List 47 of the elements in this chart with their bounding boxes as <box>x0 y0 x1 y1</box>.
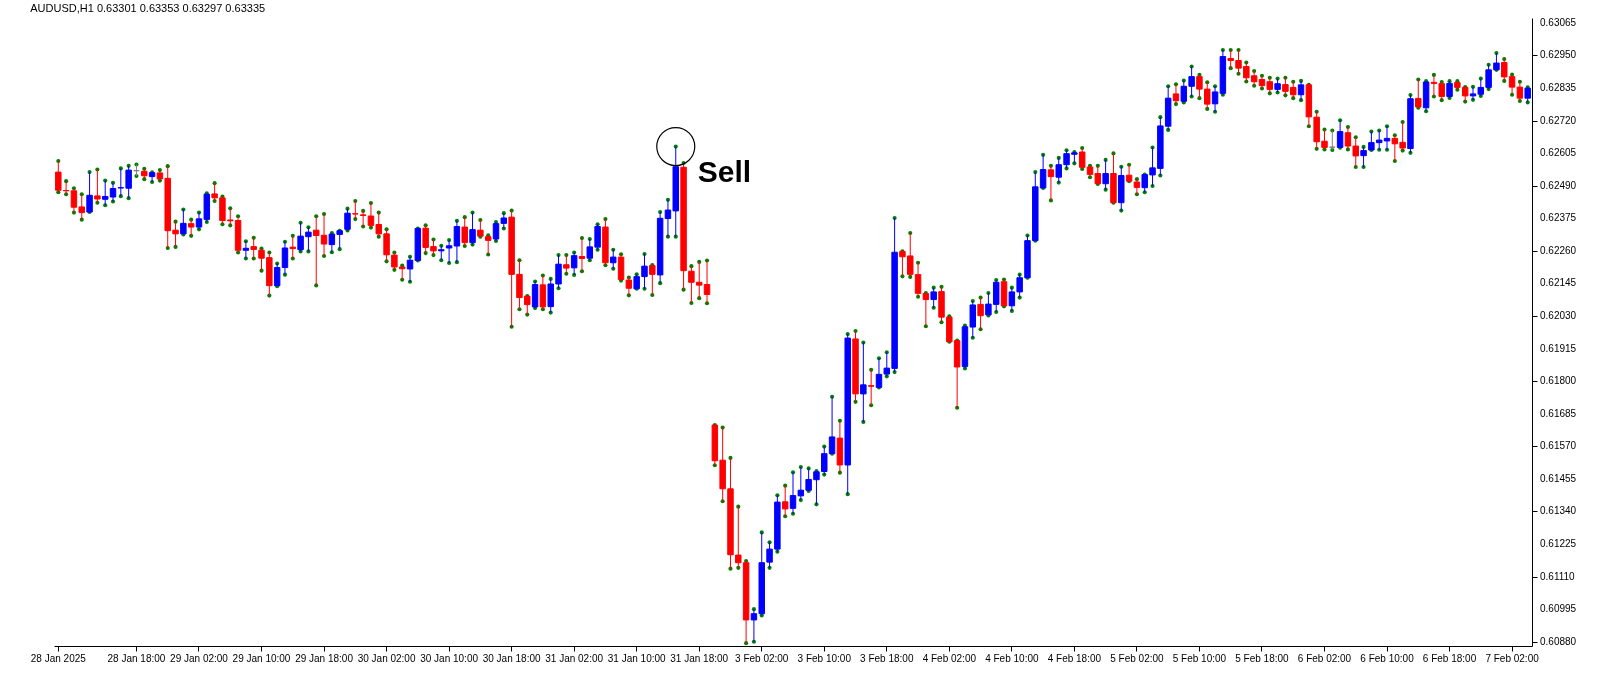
x-tick-label: 29 Jan 10:00 <box>232 652 291 664</box>
y-tick-label: 0.61340 <box>1540 505 1577 517</box>
y-tick-label: 0.60995 <box>1540 603 1577 615</box>
x-tick-label: 3 Feb 18:00 <box>860 652 914 664</box>
x-tick-label: 30 Jan 02:00 <box>357 652 416 664</box>
y-tick-label: 0.60880 <box>1540 635 1577 647</box>
x-tick-label: 4 Feb 02:00 <box>922 652 977 664</box>
y-tick-label: 0.62720 <box>1540 114 1577 126</box>
y-tick-label: 0.63065 <box>1540 16 1577 28</box>
x-tick-label: 29 Jan 02:00 <box>170 652 229 664</box>
x-tick-label: 6 Feb 10:00 <box>1360 652 1415 664</box>
y-tick-label: 0.61685 <box>1540 407 1577 419</box>
y-tick-label: 0.62950 <box>1540 49 1577 61</box>
y-tick-label: 0.62030 <box>1540 310 1577 321</box>
y-tick-label: 0.62375 <box>1540 212 1577 224</box>
x-tick-label: 31 Jan 10:00 <box>607 652 667 664</box>
x-tick-label: 3 Feb 10:00 <box>797 652 852 664</box>
x-tick-label: 28 Jan 18:00 <box>107 652 166 664</box>
x-tick-label: 7 Feb 02:00 <box>1485 652 1540 664</box>
y-tick-label: 0.61225 <box>1540 538 1577 550</box>
x-tick-label: 6 Feb 18:00 <box>1422 652 1477 664</box>
y-tick-label: 0.62260 <box>1540 244 1577 256</box>
x-tick-label: 30 Jan 18:00 <box>482 652 541 664</box>
y-tick-label: 0.61110 <box>1540 570 1576 582</box>
x-tick-label: 4 Feb 18:00 <box>1047 652 1102 664</box>
y-tick-label: 0.61570 <box>1540 440 1577 452</box>
annotation: Sell <box>697 154 752 188</box>
x-tick-label: 4 Feb 10:00 <box>985 652 1039 664</box>
candlestick <box>461 216 468 247</box>
x-tick-label: 3 Feb 02:00 <box>735 652 789 664</box>
x-tick-label: 29 Jan 18:00 <box>295 652 354 664</box>
chart-title: AUDUSD,H1 0.63301 0.63353 0.63297 0.63335 <box>30 1 266 14</box>
y-tick-label: 0.62835 <box>1540 81 1577 93</box>
y-tick-label: 0.62145 <box>1540 277 1577 289</box>
x-tick-label: 6 Feb 02:00 <box>1297 652 1352 664</box>
x-tick-label: 5 Feb 10:00 <box>1172 652 1227 664</box>
y-tick-label: 0.61800 <box>1540 375 1577 387</box>
x-tick-label: 31 Jan 02:00 <box>545 652 604 664</box>
x-tick-label: 30 Jan 10:00 <box>420 652 479 664</box>
x-tick-label: 31 Jan 18:00 <box>670 652 729 664</box>
x-tick-label: 5 Feb 18:00 <box>1235 652 1290 664</box>
y-tick-label: 0.62490 <box>1540 179 1577 191</box>
y-tick-label: 0.61915 <box>1540 342 1577 354</box>
x-tick-label: 28 Jan 2025 <box>30 652 87 664</box>
y-tick-label: 0.61455 <box>1540 472 1577 484</box>
y-tick-label: 0.62605 <box>1540 147 1577 159</box>
x-tick-label: 5 Feb 02:00 <box>1110 652 1165 664</box>
